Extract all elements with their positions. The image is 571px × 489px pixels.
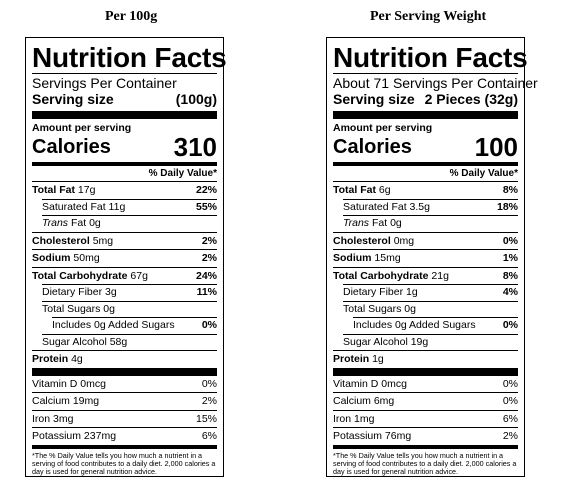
iron-row: Iron 1mg 6% [333,409,518,428]
calories-value: 310 [173,132,217,162]
serving-size-label: Serving size [333,91,415,107]
amount-per-serving: Amount per serving [32,122,132,134]
nutrition-label-per-100g: Nutrition Facts Servings Per Container S… [25,37,227,477]
trans-fat-row: Trans Fat 0g [333,215,518,232]
serving-size-value: 2 Pieces (32g) [424,91,518,107]
sodium-row: Sodium 50mg 2% [32,249,217,267]
sugar-alcohol-row: Sugar Alcohol 58g [32,333,217,351]
total-carbohydrate-row: Total Carbohydrate 21g 8% [333,266,518,285]
dietary-fiber-row: Dietary Fiber 1g 4% [333,284,518,301]
dietary-fiber-row: Dietary Fiber 3g 11% [32,284,217,301]
iron-row: Iron 3mg 15% [32,409,217,428]
total-carbohydrate-row: Total Carbohydrate 67g 24% [32,266,217,285]
sodium-row: Sodium 15mg 1% [333,249,518,267]
trans-fat-row: Trans Fat 0g [32,215,217,232]
total-fat-row: Total Fat 17g 22% [32,181,217,199]
calories-label: Calories [333,136,412,158]
calcium-row: Calcium 6mg 0% [333,392,518,410]
calories-row: Calories 310 [32,134,217,160]
column-heading-per-100g: Per 100g [105,9,158,24]
protein-row: Protein 1g [333,350,518,368]
total-sugars-row: Total Sugars 0g [333,300,518,318]
daily-value-header: % Daily Value* [148,168,217,179]
sugar-alcohol-row: Sugar Alcohol 19g [333,333,518,351]
servings-per-container: Servings Per Container [32,75,177,91]
daily-value-header: % Daily Value* [449,168,518,179]
calories-label: Calories [32,136,111,158]
nutrition-facts-title: Nutrition Facts [333,42,528,73]
potassium-row: Potassium 237mg 6% [32,427,217,445]
vitamin-d-row: Vitamin D 0mcg 0% [32,377,217,390]
daily-value-footnote: *The % Daily Value tells you how much a … [32,444,217,477]
column-heading-per-serving: Per Serving Weight [370,9,487,24]
daily-value-footnote: *The % Daily Value tells you how much a … [333,444,518,477]
vitamin-d-row: Vitamin D 0mcg 0% [333,377,518,390]
potassium-row: Potassium 76mg 2% [333,427,518,445]
saturated-fat-row: Saturated Fat 3.5g 18% [333,198,518,216]
added-sugars-row: Includes 0g Added Sugars 0% [333,317,518,334]
nutrition-facts-title: Nutrition Facts [32,42,227,73]
serving-size-row: Serving size 2 Pieces (32g) [333,91,518,108]
servings-per-container: About 71 Servings Per Container [333,75,538,91]
serving-size-label: Serving size [32,91,114,107]
calcium-row: Calcium 19mg 2% [32,392,217,410]
serving-size-row: Serving size (100g) [32,91,217,108]
cholesterol-row: Cholesterol 5mg 2% [32,231,217,250]
added-sugars-row: Includes 0g Added Sugars 0% [32,317,217,334]
total-fat-row: Total Fat 6g 8% [333,181,518,199]
protein-row: Protein 4g [32,350,217,368]
saturated-fat-row: Saturated Fat 11g 55% [32,198,217,216]
total-sugars-row: Total Sugars 0g [32,300,217,318]
amount-per-serving: Amount per serving [333,122,433,134]
calories-value: 100 [474,132,518,162]
nutrition-label-per-serving: Nutrition Facts About 71 Servings Per Co… [326,37,538,477]
cholesterol-row: Cholesterol 0mg 0% [333,231,518,250]
serving-size-value: (100g) [175,91,217,107]
calories-row: Calories 100 [333,134,518,160]
